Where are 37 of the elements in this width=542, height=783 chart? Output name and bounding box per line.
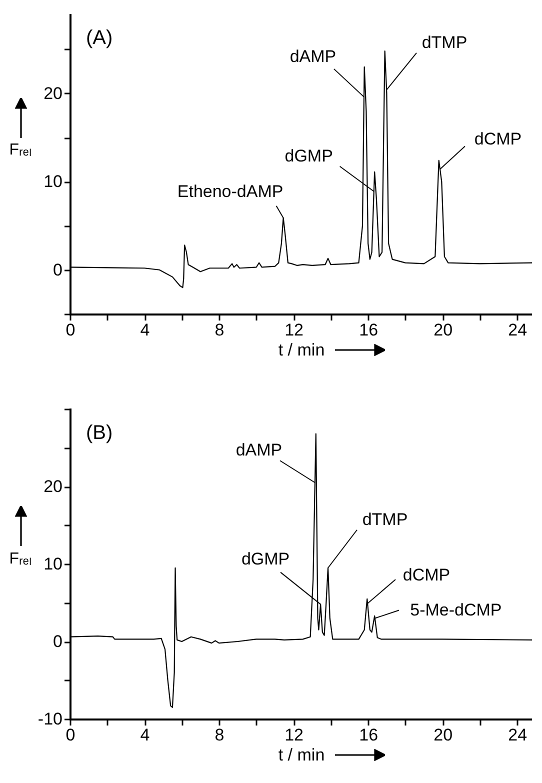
x-tick-label: 0 (66, 726, 76, 744)
y-axis-title: Fᵣₑₗ (9, 550, 32, 568)
y-tick-label: 10 (44, 172, 62, 192)
y-tick-label: 20 (44, 84, 62, 103)
annotation: dGMP (284, 146, 333, 166)
x-tick-label: 24 (508, 320, 528, 340)
x-tick-label: 8 (214, 320, 224, 340)
annotation: dGMP (241, 549, 290, 568)
annotation: dTMP (362, 510, 408, 529)
y-tick-label: 10 (44, 554, 62, 574)
y-tick-label: 0 (53, 632, 62, 651)
x-tick-label: 20 (434, 320, 453, 340)
annotation: dAMP (236, 440, 282, 460)
annotation: dCMP (402, 566, 450, 585)
x-tick-label: 16 (359, 320, 378, 340)
x-tick-label: 12 (284, 726, 304, 744)
x-tick-label: 24 (508, 726, 528, 744)
annotation: dCMP (474, 129, 522, 148)
annotation: (A) (86, 27, 113, 49)
annotation: 5-Me-dCMP (410, 600, 502, 620)
y-axis-title: Fᵣₑₗ (9, 142, 32, 158)
x-tick-label: 0 (66, 320, 76, 340)
annotation: dAMP (290, 46, 336, 66)
x-tick-label: 8 (214, 726, 224, 744)
x-tick-label: 4 (140, 726, 150, 744)
annotation: Etheno-dAMP (177, 182, 284, 201)
x-tick-label: 16 (359, 726, 378, 744)
y-tick-label: 20 (44, 477, 62, 496)
annotation: dTMP (422, 32, 468, 52)
y-tick-label: -10 (38, 710, 62, 728)
x-axis-title: t / min (278, 746, 325, 764)
x-axis-title: t / min (278, 340, 325, 360)
y-tick-label: 0 (53, 260, 62, 280)
x-tick-label: 12 (284, 320, 304, 340)
x-tick-label: 4 (140, 320, 150, 340)
x-tick-label: 20 (434, 726, 453, 744)
annotation: (B) (86, 422, 113, 444)
